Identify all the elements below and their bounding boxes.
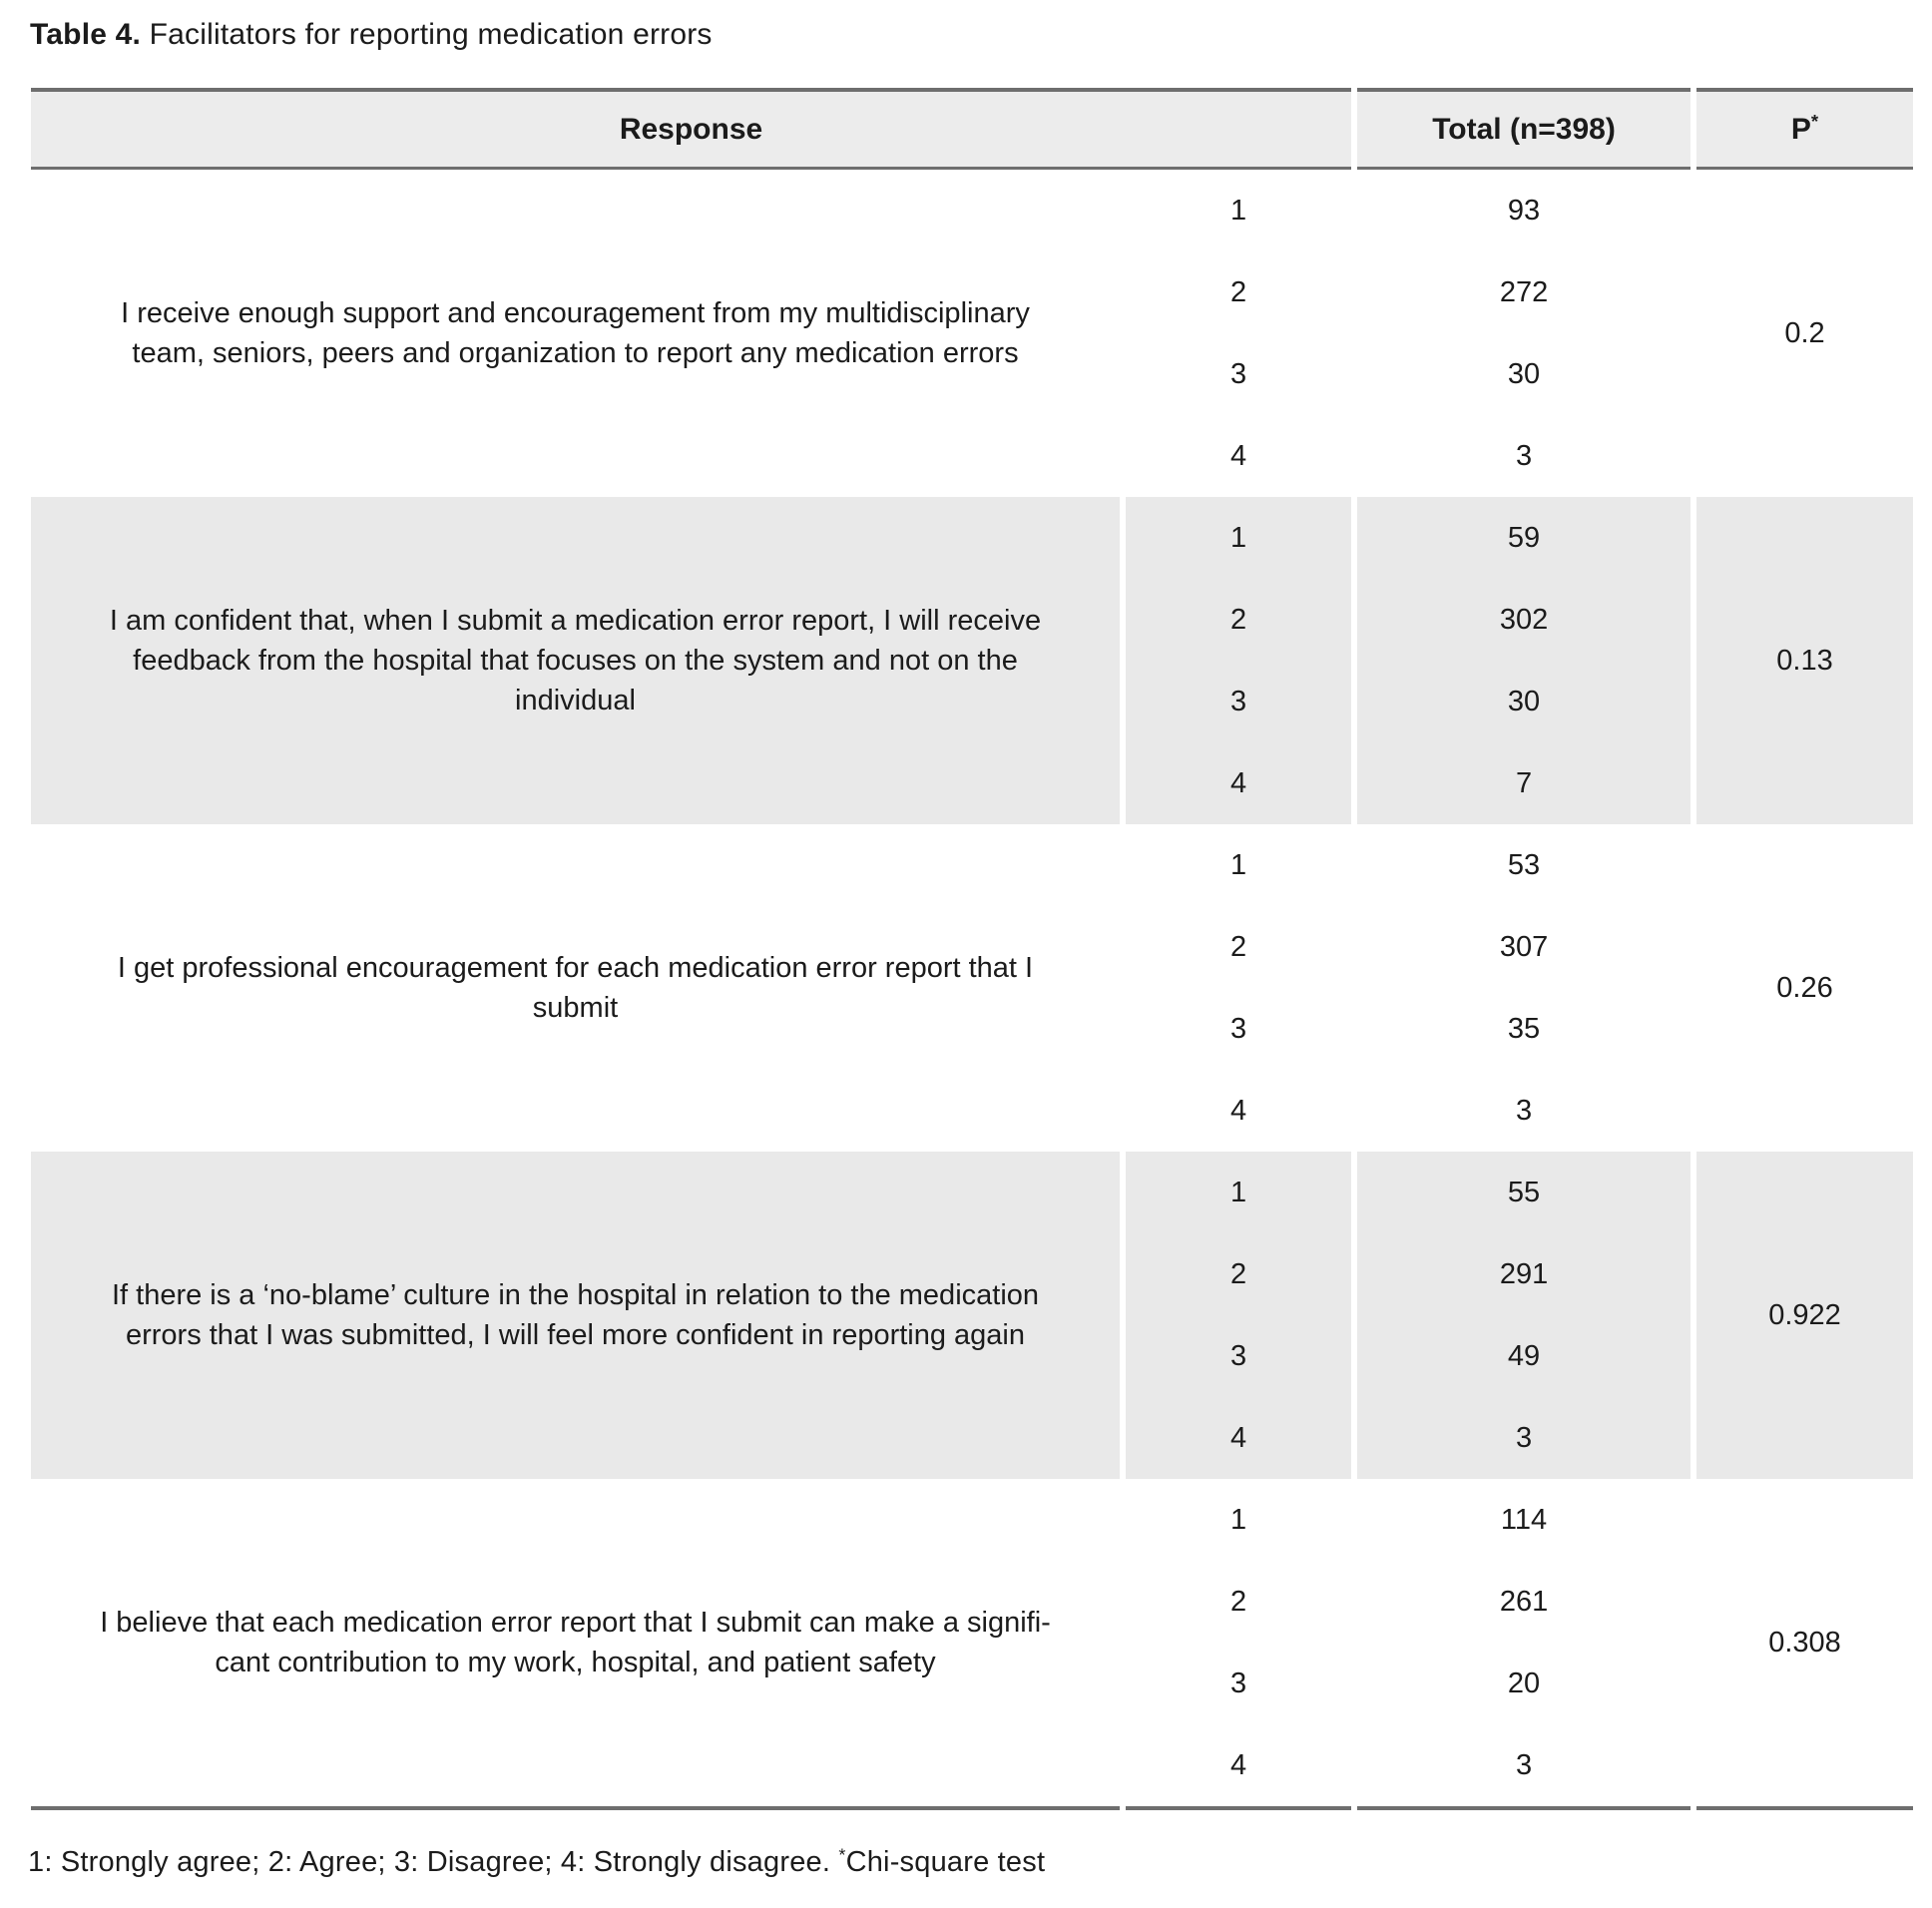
question-cell: I am confident that, when I submit a med…: [31, 497, 1120, 824]
total-cell: 7: [1357, 742, 1691, 824]
response-code-cell: 2: [1126, 1561, 1352, 1643]
response-code-cell: 2: [1126, 1233, 1352, 1315]
question-cell: I get professional encouragement for eac…: [31, 824, 1120, 1152]
total-cell: 35: [1357, 988, 1691, 1070]
p-value-cell: 0.13: [1696, 497, 1914, 824]
p-value-cell: 0.308: [1696, 1479, 1914, 1810]
footnote-test: Chi-square test: [845, 1846, 1046, 1878]
table-row: 3 35: [31, 988, 1913, 1070]
table-row: I believe that each medication error rep…: [31, 1479, 1914, 1810]
table-caption: Table 4. Facilitators for reporting medi…: [30, 18, 1919, 52]
question-cell: If there is a ‘no-blame’ culture in the …: [31, 1152, 1120, 1479]
total-cell: 49: [1357, 1315, 1691, 1397]
table-row: If there is a ‘no-blame’ culture in the …: [31, 1152, 1914, 1479]
response-code-cell: 3: [1126, 1315, 1352, 1397]
response-code-cell: 1: [1126, 170, 1352, 251]
response-code-cell: 4: [1126, 1397, 1352, 1479]
total-cell: 20: [1357, 1643, 1691, 1724]
p-value-cell: 0.26: [1696, 824, 1914, 1152]
total-cell: 3: [1357, 415, 1691, 497]
table-row: 3 49: [31, 1315, 1913, 1397]
table-row: 2 272: [31, 251, 1913, 333]
total-cell: 59: [1357, 497, 1691, 579]
response-code-cell: 4: [1126, 415, 1352, 497]
response-code-cell: 4: [1126, 1724, 1352, 1810]
total-cell: 53: [1357, 824, 1691, 906]
footnote-asterisk: *: [838, 1844, 846, 1865]
table-row: 3 20: [31, 1643, 1913, 1724]
total-cell: 291: [1357, 1233, 1691, 1315]
total-cell: 30: [1357, 661, 1691, 742]
response-code-cell: 2: [1126, 251, 1352, 333]
header-response: Response: [31, 88, 1352, 170]
response-code-cell: 1: [1126, 1152, 1352, 1233]
total-cell: 3: [1357, 1724, 1691, 1810]
total-cell: 302: [1357, 579, 1691, 661]
total-cell: 55: [1357, 1152, 1691, 1233]
facilitators-table: Response Total (n=398) P* I receive enou…: [25, 88, 1919, 1810]
response-code-cell: 1: [1126, 1479, 1352, 1561]
table-row: I get professional encouragement for eac…: [31, 824, 1914, 1152]
response-code-cell: 3: [1126, 988, 1352, 1070]
total-cell: 261: [1357, 1561, 1691, 1643]
header-p-asterisk: *: [1810, 110, 1819, 132]
table-row: I receive enough support and encourageme…: [31, 170, 1914, 497]
question-cell: I believe that each medication error rep…: [31, 1479, 1120, 1810]
table-row: 2 307: [31, 906, 1913, 988]
table-caption-label: Table 4.: [30, 18, 142, 51]
table-row: I am confident that, when I submit a med…: [31, 497, 1914, 824]
total-cell: 307: [1357, 906, 1691, 988]
response-code-cell: 2: [1126, 906, 1352, 988]
header-p-label: P: [1790, 112, 1811, 146]
response-code-cell: 4: [1126, 1070, 1352, 1152]
response-code-cell: 3: [1126, 661, 1352, 742]
question-cell: I receive enough support and encourageme…: [31, 170, 1120, 497]
p-value-cell: 0.922: [1696, 1152, 1914, 1479]
response-code-cell: 4: [1126, 742, 1352, 824]
footnote: 1: Strongly agree; 2: Agree; 3: Disagree…: [28, 1844, 1919, 1879]
p-value-cell: 0.2: [1696, 170, 1914, 497]
response-code-cell: 3: [1126, 333, 1352, 415]
table-row: 2 291: [31, 1233, 1913, 1315]
total-cell: 114: [1357, 1479, 1691, 1561]
total-cell: 30: [1357, 333, 1691, 415]
header-total: Total (n=398): [1357, 88, 1691, 170]
response-code-cell: 1: [1126, 824, 1352, 906]
total-cell: 3: [1357, 1070, 1691, 1152]
table-row: 3 30: [31, 661, 1913, 742]
header-p: P*: [1696, 88, 1914, 170]
response-code-cell: 1: [1126, 497, 1352, 579]
total-cell: 272: [1357, 251, 1691, 333]
footnote-legend: 1: Strongly agree; 2: Agree; 3: Disagree…: [28, 1846, 839, 1878]
table-row: 2 302: [31, 579, 1913, 661]
table-row: 3 30: [31, 333, 1913, 415]
response-code-cell: 2: [1126, 579, 1352, 661]
table-row: 2 261: [31, 1561, 1913, 1643]
response-code-cell: 3: [1126, 1643, 1352, 1724]
total-cell: 3: [1357, 1397, 1691, 1479]
total-cell: 93: [1357, 170, 1691, 251]
table-caption-text: Facilitators for reporting medication er…: [141, 18, 713, 51]
table-body: I receive enough support and encourageme…: [31, 170, 1914, 1810]
header-row: Response Total (n=398) P*: [31, 88, 1914, 170]
